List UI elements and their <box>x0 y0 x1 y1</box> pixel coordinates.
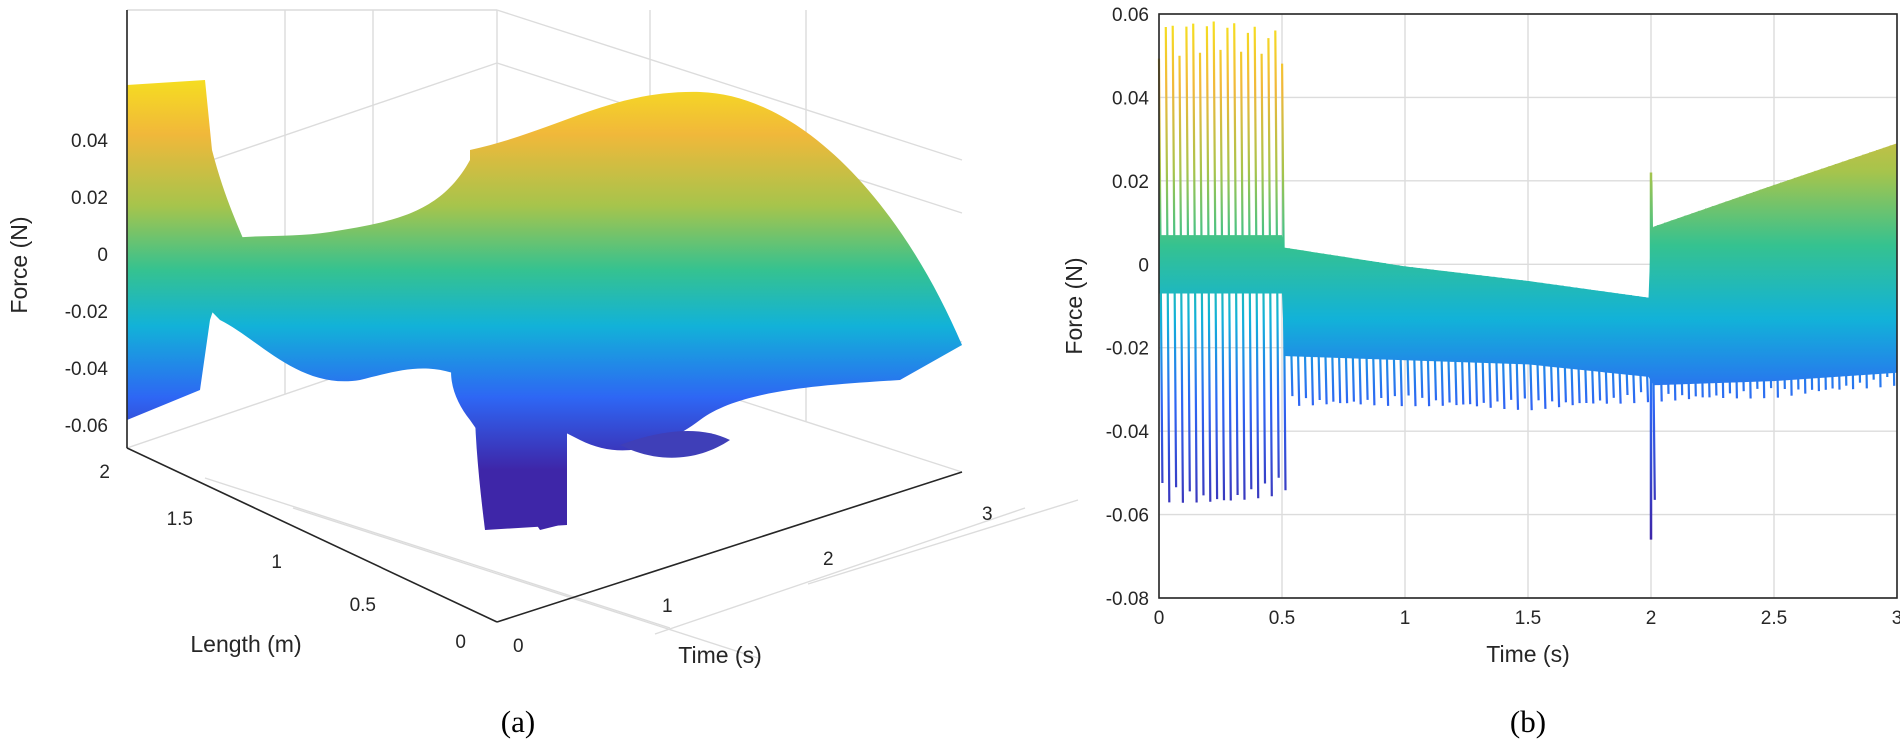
x-tick: 1.5 <box>1515 608 1541 629</box>
panel-a-y-axis-label: Length (m) <box>190 631 301 657</box>
y-tick: 2 <box>99 462 110 483</box>
panel-a-label: (a) <box>501 704 535 739</box>
x-tick: 2 <box>1646 608 1657 629</box>
panel-b-line-plot: 0 0.5 1 1.5 2 2.5 3 -0.08 -0.06 -0.04 -0.02 0 0.02 0… <box>1061 5 1900 739</box>
panel-a-axes <box>126 10 963 623</box>
z-tick: -0.06 <box>65 416 108 437</box>
panel-a-x-tick-labels: 0 1 2 3 <box>513 504 993 657</box>
panel-b-x-axis-label: Time (s) <box>1486 641 1569 667</box>
z-tick: -0.04 <box>65 359 109 380</box>
y-tick: 0.04 <box>1112 88 1149 109</box>
panel-a-y-tick-labels: 2 1.5 1 0.5 0 <box>99 462 466 653</box>
surface-far-ridge <box>470 91 962 361</box>
x-tick: 1 <box>1400 608 1411 629</box>
x-tick: 0 <box>513 636 524 657</box>
signal-oscillation <box>1157 21 1896 503</box>
y-tick: 1.5 <box>167 509 193 530</box>
y-tick: -0.04 <box>1106 422 1150 443</box>
x-tick: 2 <box>823 549 834 570</box>
panel-a-z-tick-labels: -0.06 -0.04 -0.02 0 0.02 0.04 <box>65 131 109 437</box>
z-tick: 0 <box>97 245 108 266</box>
x-tick: 0 <box>1154 608 1165 629</box>
panel-a-x-axis-label: Time (s) <box>678 642 761 668</box>
surface-front-edge <box>474 287 567 530</box>
panel-b-y-axis-label: Force (N) <box>1061 257 1087 354</box>
y-tick: -0.06 <box>1106 506 1149 527</box>
panel-b-axes-box <box>1158 13 1898 599</box>
x-tick: 3 <box>1892 608 1900 629</box>
y-tick: -0.02 <box>1106 339 1149 360</box>
y-tick: 1 <box>271 552 282 573</box>
x-tick: 1 <box>662 596 673 617</box>
y-tick: 0.5 <box>350 595 376 616</box>
y-tick: -0.08 <box>1106 589 1149 610</box>
z-tick: 0.02 <box>71 188 108 209</box>
panel-b-label: (b) <box>1510 704 1546 739</box>
surface-left-edge <box>127 80 250 420</box>
z-tick: -0.02 <box>65 302 108 323</box>
force-signal <box>1157 21 1897 540</box>
y-tick: 0 <box>1138 255 1149 276</box>
surface-trough <box>620 430 730 458</box>
panel-b-x-tick-labels: 0 0.5 1 1.5 2 2.5 3 <box>1154 608 1900 629</box>
surface-mid-band <box>175 157 962 451</box>
y-tick: 0.06 <box>1112 5 1149 26</box>
z-tick: 0.04 <box>71 131 108 152</box>
y-tick: 0.02 <box>1112 172 1149 193</box>
panel-a-z-axis-label: Force (N) <box>6 216 32 313</box>
y-tick: 0 <box>455 632 466 653</box>
signal-band <box>1159 143 1897 386</box>
panel-b-y-tick-labels: -0.08 -0.06 -0.04 -0.02 0 0.02 0.04 0.06 <box>1106 5 1150 610</box>
force-surface <box>127 80 962 530</box>
x-tick: 0.5 <box>1269 608 1295 629</box>
x-tick: 3 <box>982 504 993 525</box>
panel-a-surface-plot: -0.06 -0.04 -0.02 0 0.02 0.04 2 1.5 1 0.… <box>6 9 1079 739</box>
x-tick: 2.5 <box>1761 608 1787 629</box>
